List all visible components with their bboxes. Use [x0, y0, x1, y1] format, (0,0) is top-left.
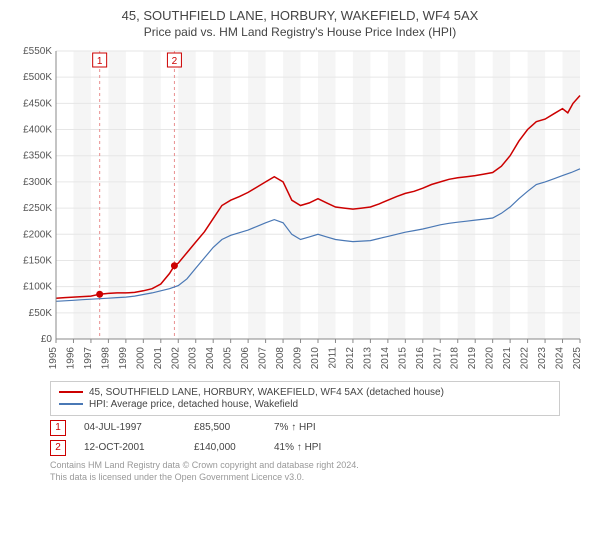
svg-text:1997: 1997 [83, 346, 94, 369]
legend-swatch-hpi [59, 403, 83, 405]
svg-text:2008: 2008 [275, 346, 286, 369]
sale-pct: 7% ↑ HPI [274, 422, 354, 433]
chart-subtitle: Price paid vs. HM Land Registry's House … [10, 25, 590, 39]
sale-date: 04-JUL-1997 [84, 422, 194, 433]
svg-text:2024: 2024 [555, 346, 566, 369]
sales-table: 1 04-JUL-1997 £85,500 7% ↑ HPI 2 12-OCT-… [50, 420, 560, 456]
svg-text:2014: 2014 [380, 346, 391, 369]
marker-badge: 2 [50, 440, 66, 456]
svg-text:£350K: £350K [23, 151, 52, 162]
svg-text:£250K: £250K [23, 203, 52, 214]
svg-text:2017: 2017 [432, 346, 443, 369]
legend: 45, SOUTHFIELD LANE, HORBURY, WAKEFIELD,… [50, 381, 560, 416]
svg-text:2004: 2004 [205, 346, 216, 369]
svg-text:2022: 2022 [520, 346, 531, 369]
svg-text:2010: 2010 [310, 346, 321, 369]
svg-text:2: 2 [172, 56, 178, 67]
svg-text:2000: 2000 [135, 346, 146, 369]
svg-text:£100K: £100K [23, 282, 52, 293]
legend-item-property: 45, SOUTHFIELD LANE, HORBURY, WAKEFIELD,… [59, 387, 551, 398]
svg-text:£200K: £200K [23, 229, 52, 240]
svg-text:2019: 2019 [467, 346, 478, 369]
svg-text:2023: 2023 [537, 346, 548, 369]
svg-text:2009: 2009 [293, 346, 304, 369]
sale-price: £140,000 [194, 442, 274, 453]
sale-date: 12-OCT-2001 [84, 442, 194, 453]
svg-text:£450K: £450K [23, 98, 52, 109]
svg-text:2012: 2012 [345, 346, 356, 369]
svg-text:1995: 1995 [48, 346, 59, 369]
svg-text:1998: 1998 [100, 346, 111, 369]
svg-text:£300K: £300K [23, 177, 52, 188]
svg-text:2002: 2002 [170, 346, 181, 369]
sale-pct: 41% ↑ HPI [274, 442, 354, 453]
footer: Contains HM Land Registry data © Crown c… [50, 460, 560, 483]
table-row: 2 12-OCT-2001 £140,000 41% ↑ HPI [50, 440, 560, 456]
svg-text:2018: 2018 [450, 346, 461, 369]
svg-text:2003: 2003 [188, 346, 199, 369]
footer-line: Contains HM Land Registry data © Crown c… [50, 460, 560, 472]
svg-text:2025: 2025 [572, 346, 583, 369]
footer-line: This data is licensed under the Open Gov… [50, 472, 560, 484]
svg-text:£0: £0 [41, 334, 53, 345]
svg-text:2006: 2006 [240, 346, 251, 369]
svg-text:£50K: £50K [29, 308, 53, 319]
svg-text:£550K: £550K [23, 46, 52, 57]
svg-text:£500K: £500K [23, 72, 52, 83]
svg-text:2020: 2020 [485, 346, 496, 369]
svg-text:2001: 2001 [153, 346, 164, 369]
legend-item-hpi: HPI: Average price, detached house, Wake… [59, 399, 551, 410]
svg-text:2011: 2011 [327, 346, 338, 368]
svg-text:2005: 2005 [223, 346, 234, 369]
svg-text:2016: 2016 [415, 346, 426, 369]
svg-text:1996: 1996 [65, 346, 76, 369]
svg-text:2007: 2007 [258, 346, 269, 369]
legend-label-hpi: HPI: Average price, detached house, Wake… [89, 399, 298, 410]
svg-text:£150K: £150K [23, 255, 52, 266]
sale-price: £85,500 [194, 422, 274, 433]
legend-label-property: 45, SOUTHFIELD LANE, HORBURY, WAKEFIELD,… [89, 387, 444, 398]
svg-text:2021: 2021 [502, 346, 513, 369]
chart-title: 45, SOUTHFIELD LANE, HORBURY, WAKEFIELD,… [10, 8, 590, 25]
svg-text:£400K: £400K [23, 124, 52, 135]
svg-text:2013: 2013 [362, 346, 373, 369]
line-chart: £0 £50K £100K £150K £200K £250K £300K £350K £400… [10, 45, 590, 375]
svg-text:1999: 1999 [118, 346, 129, 369]
chart-container: 45, SOUTHFIELD LANE, HORBURY, WAKEFIELD,… [0, 0, 600, 487]
marker-badge: 1 [50, 420, 66, 436]
table-row: 1 04-JUL-1997 £85,500 7% ↑ HPI [50, 420, 560, 436]
svg-text:2015: 2015 [397, 346, 408, 369]
chart-area: £0 £50K £100K £150K £200K £250K £300K £350K £400… [10, 45, 590, 375]
legend-swatch-property [59, 391, 83, 393]
svg-text:1: 1 [97, 56, 103, 67]
